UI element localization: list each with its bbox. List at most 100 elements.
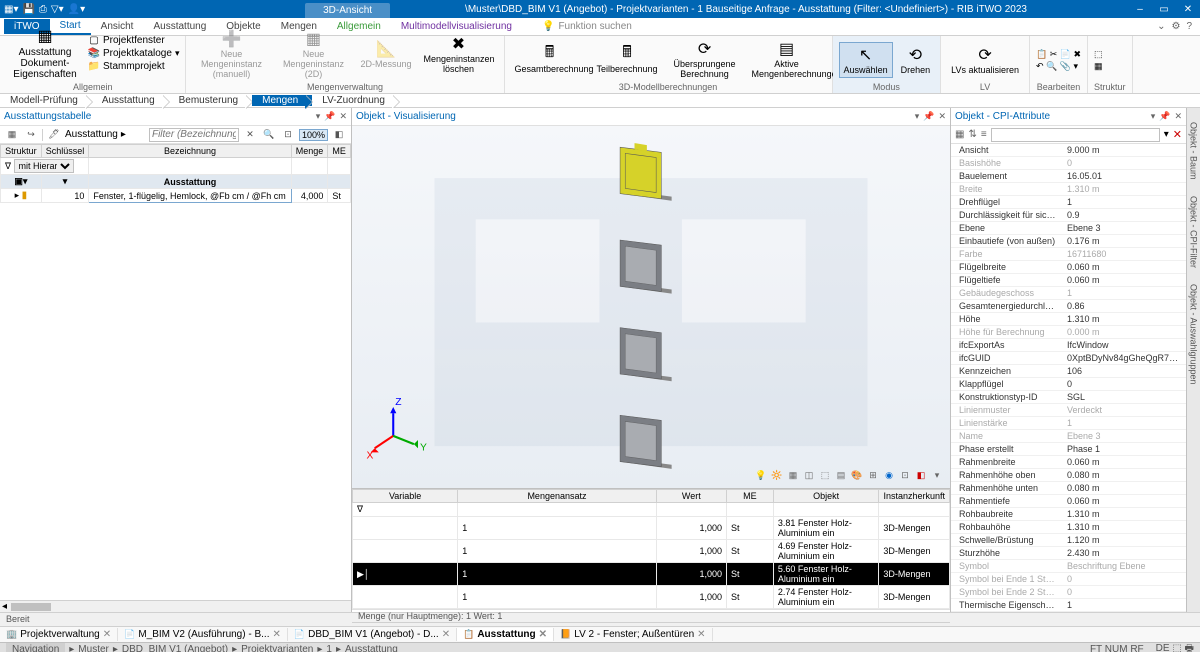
table-row[interactable]: 11,000St4.69 Fenster Holz-Aluminium ein3…	[353, 540, 950, 563]
scrollbar[interactable]	[352, 622, 950, 623]
document-tab[interactable]: 🏢Projektverwaltung✕	[0, 628, 118, 641]
dropdown-icon[interactable]: ▾	[1164, 129, 1169, 140]
panel-pin-icon[interactable]: 📌	[923, 111, 934, 122]
qat-user-icon[interactable]: 👤▾	[68, 4, 85, 15]
property-row[interactable]: Kennzeichen106	[951, 365, 1186, 378]
grid-icon[interactable]: ▦	[955, 129, 964, 140]
panel-close-icon[interactable]: ✕	[339, 111, 347, 122]
table-row[interactable]: ▶│11,000St5.60 Fenster Holz-Aluminium ei…	[353, 563, 950, 586]
zoom-fit-icon[interactable]: ⊡	[280, 128, 296, 142]
side-tab[interactable]: Objekt - Baum	[1188, 116, 1200, 186]
panel-close-icon[interactable]: ✕	[938, 111, 946, 122]
clear-filter-icon[interactable]: ✕	[242, 128, 258, 142]
vp-icon[interactable]: ⬚	[818, 468, 832, 482]
property-row[interactable]: Schwelle/Brüstung1.120 m	[951, 534, 1186, 547]
vp-icon[interactable]: ◉	[882, 468, 896, 482]
breadcrumb-item[interactable]: Ausstattung	[92, 95, 169, 106]
tb-icon[interactable]: 🖊	[46, 128, 62, 142]
ausstattung-button[interactable]: ▦ AusstattungDokument-Eigenschaften	[6, 24, 84, 82]
skipped-calc-button[interactable]: ⟳Übersprungene Berechnung	[666, 37, 744, 82]
rotate-button[interactable]: ⟲Drehen	[897, 43, 935, 78]
document-tab[interactable]: 📙LV 2 - Fenster; Außentüren✕	[554, 628, 713, 641]
document-tab[interactable]: 📄M_BIM V2 (Ausführung) - B...✕	[118, 628, 288, 641]
property-row[interactable]: Phase erstelltPhase 1	[951, 443, 1186, 456]
breadcrumb-ausstattung[interactable]: Ausstattung	[65, 129, 118, 140]
property-row[interactable]: Durchlässigkeit für sichtbares...0.9	[951, 209, 1186, 222]
property-row[interactable]: Rahmenbreite0.060 m	[951, 456, 1186, 469]
tb-icon[interactable]: ▦	[4, 128, 20, 142]
property-row[interactable]: Ansicht9.000 m	[951, 144, 1186, 157]
property-row[interactable]: Einbautiefe (von außen)0.176 m	[951, 235, 1186, 248]
breadcrumb-item[interactable]: Modell-Prüfung	[0, 95, 92, 106]
search-icon[interactable]: 🔍	[261, 128, 277, 142]
ausstattung-table[interactable]: StrukturSchlüsselBezeichnungMengeME ∇ mi…	[0, 144, 351, 203]
tb-icon[interactable]: ↪	[23, 128, 39, 142]
property-row[interactable]: Rahmenhöhe oben0.080 m	[951, 469, 1186, 482]
property-row[interactable]: Linienstärke1	[951, 417, 1186, 430]
delete-icon[interactable]: ✕	[1173, 128, 1182, 141]
property-row[interactable]: Breite1.310 m	[951, 183, 1186, 196]
breadcrumb-item[interactable]: LV-Zuordnung	[312, 95, 399, 106]
struct-icon-1[interactable]: ⬚	[1094, 49, 1103, 60]
vp-icon[interactable]: ⊡	[898, 468, 912, 482]
property-row[interactable]: Höhe für Berechnung0.000 m	[951, 326, 1186, 339]
view-mode-tab[interactable]: 3D-Ansicht	[305, 3, 390, 18]
close-button[interactable]: ✕	[1180, 4, 1196, 15]
vp-icon[interactable]: ▤	[834, 468, 848, 482]
vp-icon[interactable]: ▦	[786, 468, 800, 482]
qat-filter-icon[interactable]: ▽▾	[51, 4, 64, 15]
projektkataloge-button[interactable]: 📚Projektkataloge ▾	[88, 47, 179, 59]
hierarchy-combo[interactable]: mit Hierarchie	[14, 159, 74, 173]
side-tab[interactable]: Objekt - Auswahlgruppen	[1188, 278, 1200, 391]
property-row[interactable]: Bauelement16.05.01	[951, 170, 1186, 183]
property-grid[interactable]: Ansicht9.000 mBasishöhe0Bauelement16.05.…	[951, 144, 1186, 612]
property-row[interactable]: Drehflügel1	[951, 196, 1186, 209]
settings-icon[interactable]: ⚙	[1171, 21, 1180, 32]
panel-dropdown-icon[interactable]: ▾	[915, 111, 920, 122]
side-tab[interactable]: Objekt - CPI-Filter	[1188, 190, 1200, 274]
full-calc-button[interactable]: 🖩Gesamtberechnung	[511, 42, 589, 77]
collapse-ribbon-icon[interactable]: ⌄	[1157, 21, 1165, 32]
list-icon[interactable]: ≡	[981, 129, 987, 140]
vp-icon[interactable]: ◫	[802, 468, 816, 482]
property-row[interactable]: Sturzhöhe2.430 m	[951, 547, 1186, 560]
minimize-button[interactable]: –	[1132, 4, 1148, 15]
sort-icon[interactable]: ⇅	[968, 129, 976, 140]
breadcrumb-item[interactable]: Bemusterung	[169, 95, 252, 106]
breadcrumb-item[interactable]: Mengen	[252, 95, 312, 106]
document-tab[interactable]: 📋Ausstattung✕	[457, 628, 554, 641]
filter-input[interactable]	[149, 128, 239, 142]
property-row[interactable]: Rohbauhöhe1.310 m	[951, 521, 1186, 534]
tb-icon[interactable]: ◧	[331, 128, 347, 142]
edit-icon-2[interactable]: ↶ 🔍 📎 ▾	[1036, 61, 1081, 72]
close-tab-icon[interactable]: ✕	[539, 629, 547, 640]
active-calc-button[interactable]: ▤Aktive Mengenberechnungen	[748, 37, 826, 82]
property-row[interactable]: LinienmusterVerdeckt	[951, 404, 1186, 417]
vp-icon[interactable]: ▾	[930, 468, 944, 482]
property-row[interactable]: Flügeltiefe0.060 m	[951, 274, 1186, 287]
stammprojekt-button[interactable]: 📁Stammprojekt	[88, 60, 179, 72]
property-row[interactable]: Farbe16711680	[951, 248, 1186, 261]
panel-dropdown-icon[interactable]: ▾	[316, 111, 321, 122]
vp-icon[interactable]: 🎨	[850, 468, 864, 482]
panel-pin-icon[interactable]: 📌	[1159, 111, 1170, 122]
property-row[interactable]: NameEbene 3	[951, 430, 1186, 443]
property-row[interactable]: Symbol bei Ende 1 Standard0	[951, 573, 1186, 586]
property-row[interactable]: SymbolBeschriftung Ebene	[951, 560, 1186, 573]
property-row[interactable]: Thermische Eigenschaften de...1	[951, 599, 1186, 612]
table-row[interactable]: ▸ ▮ 10 Fenster, 1-flügelig, Hemlock, @Fb…	[1, 189, 351, 203]
nav-label[interactable]: Navigation	[6, 643, 65, 652]
property-row[interactable]: ifcGUID0XptBDyNv84gGheQgR7Cby	[951, 352, 1186, 365]
panel-close-icon[interactable]: ✕	[1174, 111, 1182, 122]
3d-viewport[interactable]: Z X Y 💡🔆	[352, 126, 950, 488]
maximize-button[interactable]: ▭	[1156, 4, 1172, 15]
table-row[interactable]: 11,000St3.81 Fenster Holz-Aluminium ein3…	[353, 517, 950, 540]
vp-icon[interactable]: ⊞	[866, 468, 880, 482]
qat-save-icon[interactable]: 💾	[22, 4, 34, 15]
property-row[interactable]: Klappflügel0	[951, 378, 1186, 391]
property-row[interactable]: Gesamtenergiedurchlassgrad0.86	[951, 300, 1186, 313]
close-tab-icon[interactable]: ✕	[442, 629, 450, 640]
property-row[interactable]: EbeneEbene 3	[951, 222, 1186, 235]
close-tab-icon[interactable]: ✕	[697, 629, 705, 640]
lv-update-button[interactable]: ⟳LVs aktualisieren	[947, 43, 1023, 78]
